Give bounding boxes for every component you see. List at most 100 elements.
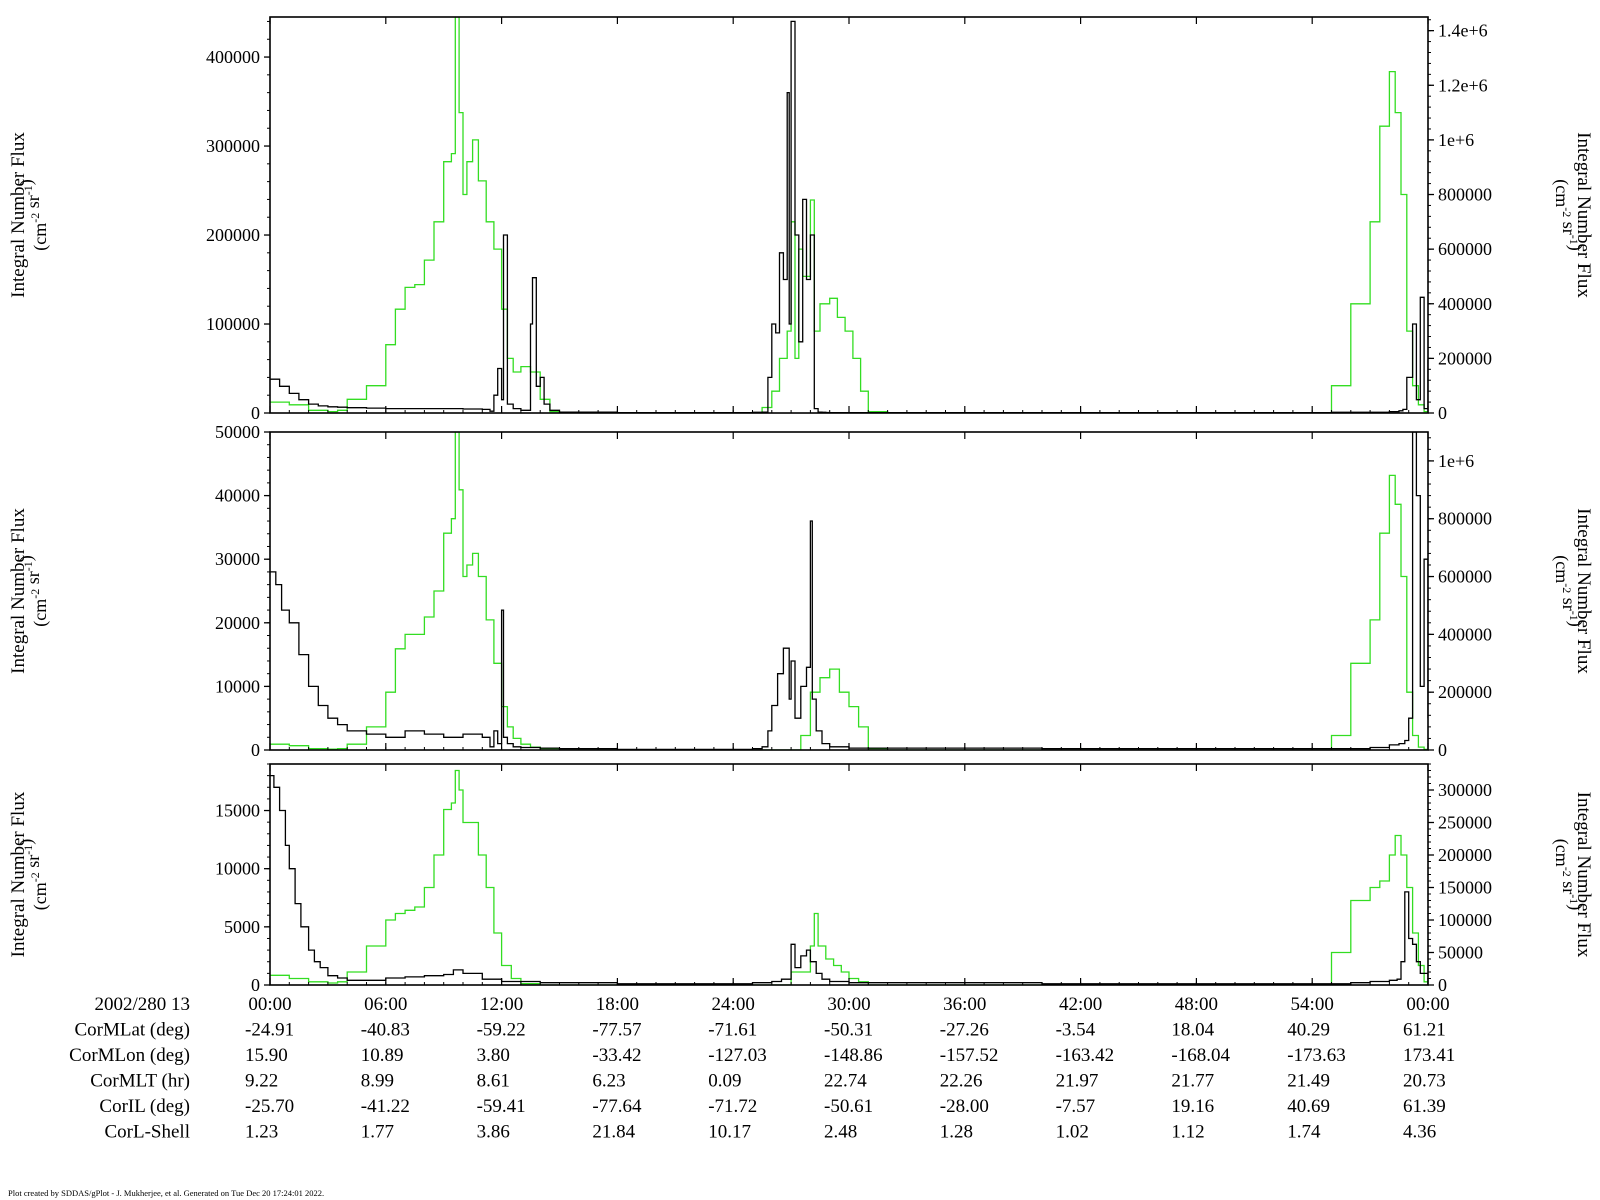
- left-tick-label: 0: [251, 975, 260, 995]
- ephemeris-value: -163.42: [1056, 1045, 1115, 1066]
- ephemeris-row-label: CorMLat (deg): [74, 1020, 190, 1041]
- ephemeris-value: -3.54: [1056, 1020, 1096, 1041]
- left-axis-units: (cm-2 sr-1): [16, 839, 51, 910]
- ephemeris-value: 4.36: [1403, 1122, 1436, 1143]
- series-black-line: [270, 774, 1428, 985]
- left-tick-label: 5000: [224, 917, 260, 937]
- panel-frame: [269, 763, 1429, 986]
- right-tick-label: 1e+6: [1438, 130, 1474, 150]
- ephemeris-value: 21.84: [592, 1122, 635, 1143]
- ephemeris-value: 1.12: [1171, 1122, 1204, 1143]
- ephemeris-value: 1.23: [245, 1122, 278, 1143]
- ephemeris-value: 40.69: [1287, 1096, 1330, 1117]
- left-tick-label: 200000: [206, 225, 260, 245]
- right-tick-label: 1.4e+6: [1438, 21, 1488, 41]
- ephemeris-value: 1.77: [361, 1122, 394, 1143]
- ephemeris-value: 18.04: [1171, 1020, 1214, 1041]
- time-tick-label: 54:00: [1291, 994, 1334, 1015]
- ephemeris-value: 173.41: [1403, 1045, 1455, 1066]
- right-axis-title: Integral Number Flux: [1573, 792, 1594, 958]
- right-tick-label: 600000: [1438, 567, 1492, 587]
- right-tick-label: 200000: [1438, 845, 1492, 865]
- left-axis-title: Integral Number Flux: [8, 508, 29, 674]
- right-tick-label: 400000: [1438, 624, 1492, 644]
- ephemeris-value: 10.17: [708, 1122, 751, 1143]
- right-tick-label: 0: [1438, 975, 1447, 995]
- right-tick-label: 400000: [1438, 294, 1492, 314]
- left-axis-units: (cm-2 sr-1): [16, 555, 51, 626]
- ephemeris-value: -168.04: [1171, 1045, 1230, 1066]
- time-tick-label: 06:00: [364, 994, 407, 1015]
- right-tick-label: 50000: [1438, 943, 1483, 963]
- left-tick-label: 0: [251, 740, 260, 760]
- ephemeris-value: -33.42: [592, 1045, 641, 1066]
- ephemeris-value: 2.48: [824, 1122, 857, 1143]
- right-axis-title: Integral Number Flux: [1573, 132, 1594, 298]
- ephemeris-table: CorMLat (deg) -24.91 -40.83 -59.22 -77.57 -71…: [69, 1020, 1455, 1143]
- time-tick-label: 48:00: [1175, 994, 1218, 1015]
- ephemeris-value: -7.57: [1056, 1096, 1096, 1117]
- ephemeris-value: -24.91: [245, 1020, 294, 1041]
- series-green-line: [270, 17, 1428, 413]
- left-tick-label: 50000: [215, 422, 260, 442]
- ephemeris-value: 15.90: [245, 1045, 288, 1066]
- ephemeris-value: 21.49: [1287, 1071, 1330, 1092]
- ephemeris-value: 1.02: [1056, 1122, 1089, 1143]
- ephemeris-value: 3.80: [477, 1045, 510, 1066]
- ephemeris-value: 1.74: [1287, 1122, 1321, 1143]
- ephemeris-value: 21.97: [1056, 1071, 1099, 1092]
- ephemeris-value: 40.29: [1287, 1020, 1330, 1041]
- panel-2: 0 10000 20000 30000 40000 50000 0 200000 400000 6…: [8, 422, 1594, 760]
- time-tick-label: 00:00: [248, 994, 291, 1015]
- left-tick-label: 40000: [215, 486, 260, 506]
- time-tick-label: 36:00: [943, 994, 986, 1015]
- panel-3: 0500010000150000500001000001500002000002…: [8, 763, 1594, 995]
- right-axis-units: (cm-2 sr-1): [1551, 555, 1586, 626]
- ephemeris-value: -71.72: [708, 1096, 757, 1117]
- time-tick-label: 00:00: [1406, 994, 1449, 1015]
- left-axis-title: Integral Number Flux: [8, 132, 29, 298]
- left-tick-label: 10000: [215, 859, 260, 879]
- left-tick-label: 300000: [206, 136, 260, 156]
- right-tick-label: 800000: [1438, 185, 1492, 205]
- left-tick-label: 10000: [215, 676, 260, 696]
- ephemeris-value: 10.89: [361, 1045, 404, 1066]
- left-axis-units: (cm-2 sr-1): [16, 179, 51, 250]
- ephemeris-value: -77.64: [592, 1096, 642, 1117]
- ephemeris-value: -59.41: [477, 1096, 526, 1117]
- right-tick-label: 800000: [1438, 509, 1492, 529]
- ephemeris-value: -127.03: [708, 1045, 767, 1066]
- right-axis-title: Integral Number Flux: [1573, 508, 1594, 674]
- ephemeris-row-label: CorMLT (hr): [90, 1071, 190, 1092]
- ephemeris-value: -41.22: [361, 1096, 410, 1117]
- time-axis-labels: 2002/280 13 00:00 06:00 12:00 18:00 24:00 30:0…: [94, 994, 1449, 1015]
- ephemeris-value: -25.70: [245, 1096, 294, 1117]
- ephemeris-value: 19.16: [1171, 1096, 1214, 1117]
- ephemeris-value: 22.26: [940, 1071, 983, 1092]
- ephemeris-value: 8.99: [361, 1071, 394, 1092]
- right-tick-label: 150000: [1438, 878, 1492, 898]
- right-tick-label: 200000: [1438, 682, 1492, 702]
- ephemeris-value: -50.31: [824, 1020, 873, 1041]
- time-tick-label: 42:00: [1059, 994, 1102, 1015]
- ephemeris-value: 8.61: [477, 1071, 510, 1092]
- right-axis-units: (cm-2 sr-1): [1551, 839, 1586, 910]
- ephemeris-value: -27.26: [940, 1020, 989, 1041]
- time-tick-label: 18:00: [596, 994, 639, 1015]
- right-tick-label: 200000: [1438, 348, 1492, 368]
- ephemeris-value: 20.73: [1403, 1071, 1446, 1092]
- ephemeris-value: -157.52: [940, 1045, 999, 1066]
- ephemeris-value: 61.39: [1403, 1096, 1446, 1117]
- left-axis-title: Integral Number Flux: [8, 791, 29, 957]
- time-tick-label: 12:00: [480, 994, 523, 1015]
- ephemeris-value: -173.63: [1287, 1045, 1346, 1066]
- series-green-line: [270, 769, 1428, 985]
- left-tick-label: 15000: [215, 801, 260, 821]
- time-tick-label: 30:00: [827, 994, 870, 1015]
- right-tick-label: 250000: [1438, 813, 1492, 833]
- plot-credit-footer: Plot created by SDDAS/gPlot - J. Mukherj…: [8, 1188, 325, 1198]
- left-tick-label: 30000: [215, 549, 260, 569]
- ephemeris-value: -50.61: [824, 1096, 873, 1117]
- ephemeris-value: 61.21: [1403, 1020, 1446, 1041]
